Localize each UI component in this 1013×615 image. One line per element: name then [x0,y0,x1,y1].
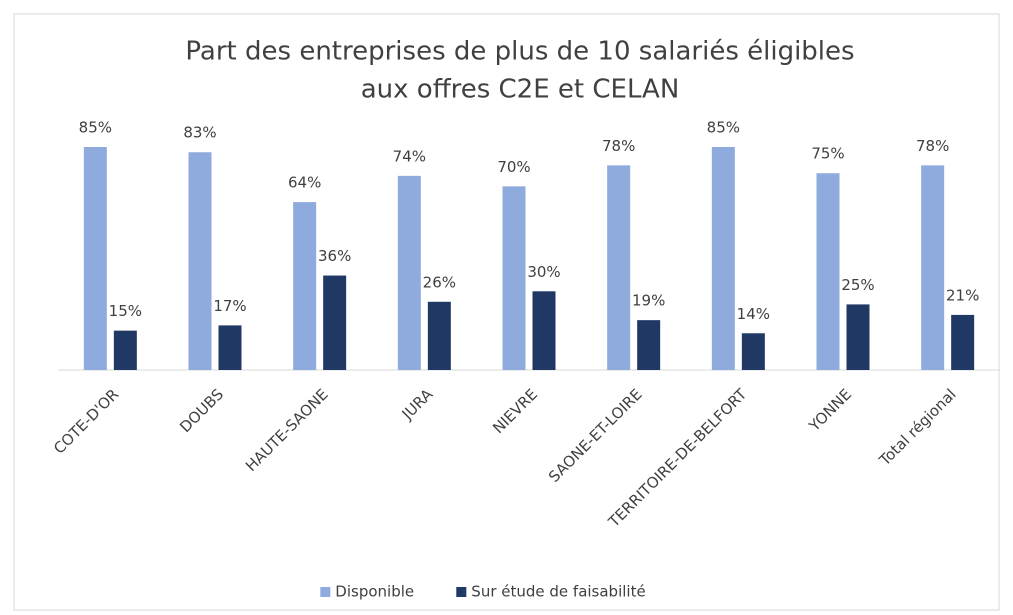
data-label: 85% [707,119,740,137]
chart-title: aux offres C2E et CELAN [361,75,680,105]
legend-label: Sur étude de faisabilité [471,583,645,601]
chart-title: Part des entreprises de plus de 10 salar… [185,37,854,67]
data-label: 30% [527,263,560,281]
data-label: 75% [811,145,844,163]
bar [532,291,556,370]
data-label: 78% [916,137,949,155]
data-label: 36% [318,247,351,265]
bar [427,301,451,370]
bar [113,330,137,370]
bar [816,173,840,370]
bar [188,152,212,370]
data-label: 64% [288,174,321,192]
bar [637,320,661,370]
data-label: 78% [602,137,635,155]
data-label: 15% [109,302,142,320]
data-label: 70% [497,158,530,176]
data-label: 83% [183,124,216,142]
bar [293,202,317,370]
bar [711,147,735,370]
bar [397,175,421,370]
bar [921,165,945,370]
data-label: 14% [737,305,770,323]
bar [846,304,870,370]
legend-swatch [320,587,331,597]
data-label: 26% [423,273,456,291]
legend-label: Disponible [335,583,414,601]
legend-swatch [456,587,467,597]
data-label: 25% [841,276,874,294]
data-label: 74% [393,147,426,165]
data-label: 19% [632,292,665,310]
bar [323,275,347,370]
data-label: 17% [213,297,246,315]
bar [607,165,631,370]
data-label: 85% [79,119,112,137]
bar [502,186,526,370]
bar [218,325,242,370]
bar [83,147,107,370]
bar [951,314,975,370]
bar [741,333,765,370]
data-label: 21% [946,286,979,304]
